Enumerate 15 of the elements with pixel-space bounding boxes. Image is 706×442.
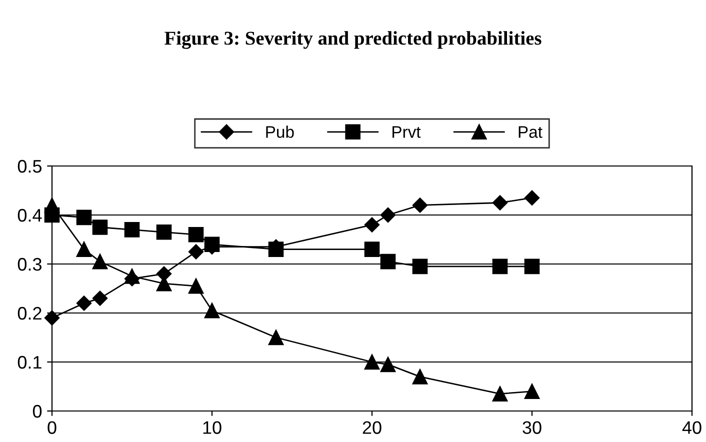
y-tick-label: 0.3 (18, 258, 42, 271)
chart-title: Figure 3: Severity and predicted probabilities (164, 31, 542, 49)
y-tick-label: 0.2 (18, 306, 42, 320)
x-tick-label: 40 (682, 421, 702, 434)
y-tick-label: 0 (32, 404, 42, 418)
x-tick-label: 30 (522, 421, 542, 434)
y-tick-label: 0.5 (18, 160, 42, 173)
legend-label: Pub (266, 126, 294, 138)
legend-label: Pat (518, 126, 542, 138)
y-tick-label: 0.1 (18, 356, 42, 369)
legend-label: Prvt (392, 126, 421, 138)
y-tick-label: 0.4 (18, 208, 42, 222)
x-tick-label: 0 (48, 421, 56, 434)
x-tick-label: 10 (203, 421, 222, 434)
x-tick-label: 20 (362, 421, 382, 434)
